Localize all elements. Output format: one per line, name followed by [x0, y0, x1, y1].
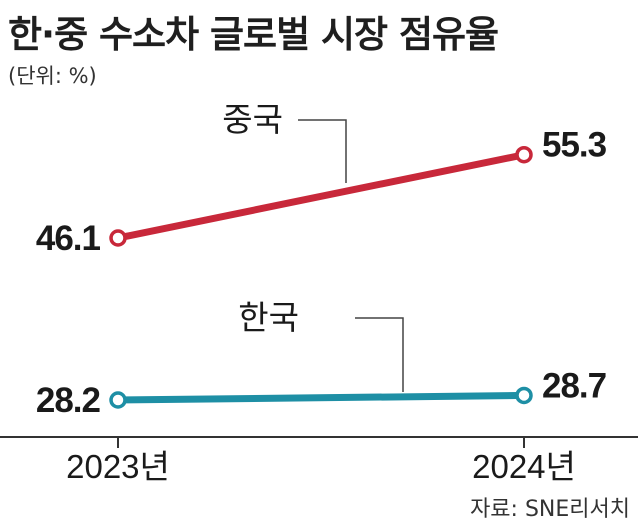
- value-label: 28.7: [542, 366, 606, 405]
- data-point: [109, 391, 127, 409]
- unit-label: (단위: %): [8, 64, 97, 88]
- value-label: 55.3: [542, 126, 607, 165]
- value-label: 46.1: [36, 219, 101, 258]
- data-point: [109, 229, 127, 247]
- source-note: 자료: SNE리서치: [470, 497, 630, 522]
- leader-line: [298, 119, 347, 183]
- value-label: 28.2: [36, 381, 101, 420]
- leader-line: [355, 317, 404, 392]
- x-tick-label: 2024년: [472, 448, 576, 485]
- series-label: 한국: [238, 298, 299, 337]
- series-line: [124, 152, 518, 241]
- chart-title: 한·중 수소차 글로벌 시장 점유율: [8, 13, 499, 56]
- data-point: [515, 386, 533, 405]
- series-label: 중국: [222, 100, 283, 139]
- data-point: [515, 145, 533, 164]
- x-tick-label: 2023년: [66, 448, 170, 485]
- series-line: [124, 392, 518, 404]
